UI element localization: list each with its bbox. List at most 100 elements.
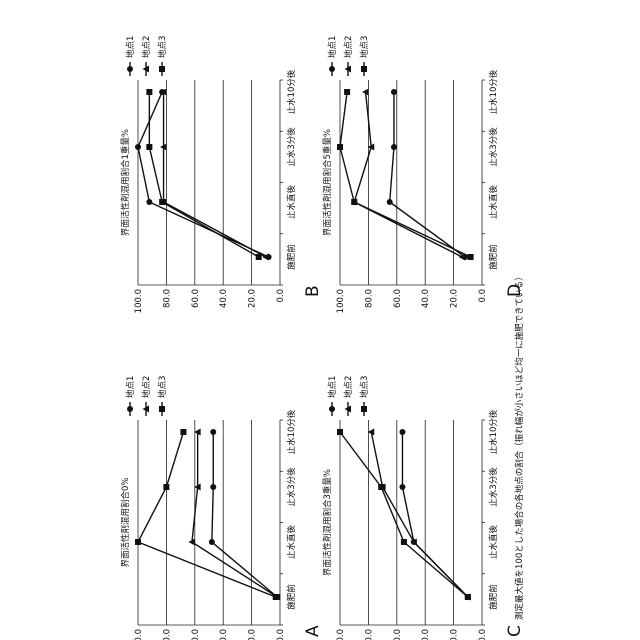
y-tick-label: 40.0	[421, 629, 431, 640]
data-point	[135, 144, 141, 150]
data-point	[273, 594, 279, 600]
y-tick-label: 60.0	[393, 289, 403, 308]
series-line	[340, 432, 468, 597]
x-category-label: 止水10分後	[488, 69, 499, 114]
data-point	[210, 484, 216, 490]
y-tick-label: 100.0	[336, 289, 346, 313]
legend-label: 地点3	[359, 376, 370, 398]
y-tick-label: 0.0	[276, 289, 286, 303]
legend-label: 地点1	[327, 36, 338, 58]
series-line	[340, 92, 471, 257]
data-point	[159, 199, 165, 205]
legend-entry: 地点1	[125, 36, 136, 76]
figure-footnote: 測定最大値を100とした場合の各地点の割合（振れ幅が小さいほど均一に施肥できてい…	[514, 272, 525, 620]
data-point	[391, 144, 397, 150]
y-tick-label: 0.0	[478, 289, 488, 303]
x-category-label: 止水3分後	[286, 467, 297, 507]
legend-label: 地点1	[125, 376, 136, 398]
legend-entry: 地点2	[343, 376, 354, 416]
legend-marker	[329, 66, 335, 72]
x-category-label: 止水10分後	[488, 409, 499, 454]
legend-entry: 地点2	[343, 36, 354, 76]
data-point	[351, 199, 357, 205]
series-line	[138, 432, 276, 597]
y-tick-label: 60.0	[191, 629, 201, 640]
x-category-label: 止水直後	[488, 525, 499, 560]
panel-letter: C	[505, 625, 525, 637]
y-tick-label: 80.0	[162, 629, 172, 640]
data-point	[146, 144, 152, 150]
series-line	[402, 432, 467, 597]
y-tick-label: 40.0	[219, 289, 229, 308]
data-point	[399, 484, 405, 490]
data-point	[210, 429, 216, 435]
data-point	[146, 199, 152, 205]
series-line	[354, 92, 462, 257]
x-category-label: 施肥前	[286, 244, 297, 270]
legend-label: 地点3	[157, 36, 168, 58]
data-point	[256, 254, 262, 260]
y-tick-label: 100.0	[134, 629, 144, 640]
legend-label: 地点1	[327, 376, 338, 398]
panel-letter: A	[303, 625, 323, 637]
chart-panel-b: B0.020.040.060.080.0100.0施肥前止水直後止水3分後止水1…	[120, 36, 323, 314]
y-tick-label: 40.0	[421, 289, 431, 308]
y-tick-label: 0.0	[276, 629, 286, 640]
data-point	[344, 89, 350, 95]
legend-marker	[329, 406, 335, 412]
panel-letter: B	[303, 285, 323, 297]
y-tick-label: 20.0	[248, 289, 258, 308]
legend-entry: 地点2	[141, 376, 152, 416]
chart-panel-c: C0.020.040.060.080.0100.0施肥前止水直後止水3分後止水1…	[322, 376, 525, 640]
y-tick-label: 100.0	[134, 289, 144, 313]
x-category-label: 止水3分後	[488, 467, 499, 507]
chart-title: 界面活性剤混用割合1重量%	[120, 129, 131, 236]
y-tick-label: 60.0	[393, 629, 403, 640]
legend-label: 地点3	[359, 36, 370, 58]
data-point	[391, 89, 397, 95]
legend-label: 地点2	[343, 376, 354, 398]
y-tick-label: 100.0	[336, 629, 346, 640]
legend-entry: 地点3	[359, 36, 370, 76]
x-category-label: 止水直後	[286, 525, 297, 560]
x-category-label: 施肥前	[488, 584, 499, 610]
data-point	[209, 539, 215, 545]
chart-title: 界面活性剤混用割合5重量%	[322, 129, 333, 236]
chart-panel-a: A0.020.040.060.080.0100.0施肥前止水直後止水3分後止水1…	[120, 376, 323, 640]
legend-label: 地点2	[343, 36, 354, 58]
x-category-label: 止水直後	[286, 185, 297, 220]
y-tick-label: 60.0	[191, 289, 201, 308]
legend-marker	[361, 66, 367, 72]
legend-marker	[361, 406, 367, 412]
x-category-label: 止水10分後	[286, 409, 297, 454]
data-point	[387, 199, 393, 205]
x-category-label: 施肥前	[286, 584, 297, 610]
y-tick-label: 80.0	[364, 629, 374, 640]
legend-label: 地点2	[141, 36, 152, 58]
x-category-label: 止水10分後	[286, 69, 297, 114]
data-point	[135, 539, 141, 545]
legend-label: 地点1	[125, 36, 136, 58]
data-point	[468, 254, 474, 260]
legend-entry: 地点1	[327, 376, 338, 416]
y-tick-label: 80.0	[364, 289, 374, 308]
y-tick-label: 20.0	[248, 629, 258, 640]
panel-letter: D	[505, 284, 525, 297]
data-point	[399, 429, 405, 435]
x-category-label: 止水3分後	[286, 127, 297, 167]
legend-entry: 地点1	[125, 376, 136, 416]
legend-marker	[127, 66, 133, 72]
data-point	[146, 89, 152, 95]
legend-label: 地点2	[141, 376, 152, 398]
series-line	[192, 432, 277, 597]
legend-entry: 地点3	[157, 36, 168, 76]
data-point	[163, 484, 169, 490]
data-point	[337, 144, 343, 150]
legend-entry: 地点1	[327, 36, 338, 76]
legend-entry: 地点3	[157, 376, 168, 416]
data-point	[401, 539, 407, 545]
chart-title: 界面活性剤混用割合0%	[120, 478, 131, 568]
y-tick-label: 20.0	[450, 289, 460, 308]
legend-marker	[127, 406, 133, 412]
series-line	[212, 432, 277, 597]
